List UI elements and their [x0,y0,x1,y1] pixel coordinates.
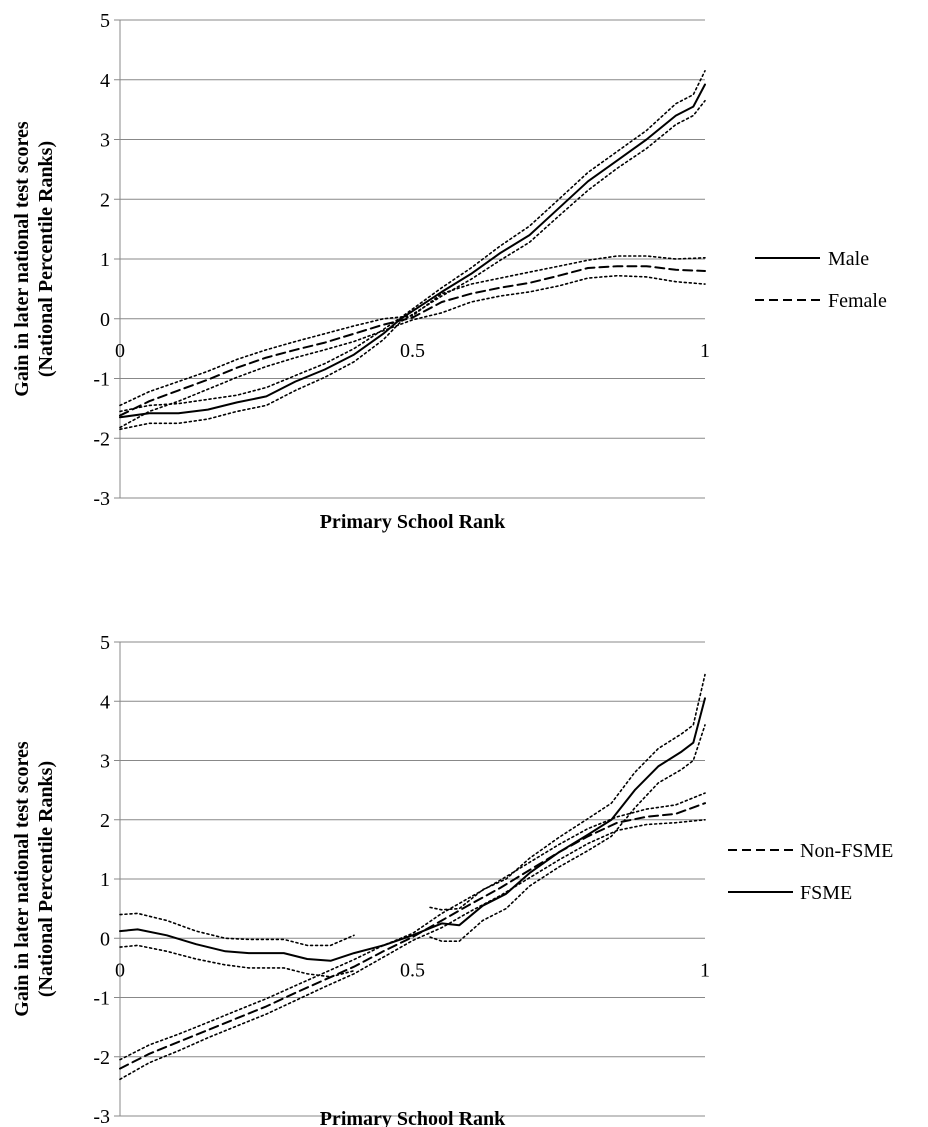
confidence-band-line [429,724,706,943]
y-tick-label: -1 [93,988,110,1010]
series-line-male [119,83,706,419]
legend-label-male: Male [828,248,869,270]
confidence-band-line [119,70,706,413]
chart-panel-gender: 5 4 3 2 1 0 -1 -2 -3 0 0.5 1 Primary School Rank Gain… [0,0,928,533]
chart-panel-fsme: 5 4 3 2 1 0 -1 -2 -3 0 0.5 1 Primary School Rank Gain… [0,630,928,1127]
x-tick-label: 0 [115,959,125,981]
confidence-band-line [119,274,706,429]
y-tick-label: -3 [93,1106,110,1127]
confidence-band-line [119,99,706,431]
series-line-female [119,265,706,417]
y-axis-title-line: (National Percentile Ranks) [35,141,57,377]
y-tick-label: 1 [100,869,110,891]
y-tick-label: 2 [100,810,110,832]
y-axis-title-line: Gain in later national test scores [11,121,33,397]
y-tick-label: 4 [100,691,110,713]
legend: Non-FSME FSME [728,840,893,904]
x-tick-label: 0 [115,340,125,362]
x-tick-label: 0.5 [400,959,425,981]
x-tick-label: 1 [700,340,710,362]
y-tick-label: 3 [100,751,110,773]
x-axis-title: Primary School Rank [320,511,506,533]
legend-label-fsme: FSME [800,882,852,904]
y-tick-label: 0 [100,309,110,331]
y-tick-label: -2 [93,1047,110,1069]
y-tick-label: 5 [100,632,110,654]
y-tick-label: -2 [93,428,110,450]
y-tick-label: 5 [100,10,110,32]
confidence-band-line [119,944,355,978]
x-tick-label: 0.5 [400,340,425,362]
legend-label-female: Female [828,290,887,312]
y-tick-label: 1 [100,249,110,271]
y-axis-title-line: Gain in later national test scores [11,741,33,1017]
confidence-band-line [119,255,706,407]
x-tick-label: 1 [700,959,710,981]
y-tick-label: 0 [100,928,110,950]
legend: Male Female [755,248,887,312]
confidence-band-line [119,792,706,1061]
confidence-band-line [429,673,706,911]
confidence-band-line [119,912,355,947]
y-axis-title: Gain in later national test scores (Natio… [11,741,57,1017]
y-tick-label: 4 [100,70,110,92]
legend-label-non-fsme: Non-FSME [800,840,893,862]
y-tick-label: 3 [100,130,110,152]
y-tick-label: -1 [93,369,110,391]
y-tick-label: -3 [93,488,110,510]
series-line-fsme [119,697,706,962]
y-axis-title: Gain in later national test scores (Natio… [11,121,57,397]
confidence-band-line [119,819,706,1081]
y-tick-label: 2 [100,189,110,211]
series-line-non-fsme [119,802,706,1070]
x-axis-title: Primary School Rank [320,1108,506,1127]
y-axis-title-line: (National Percentile Ranks) [35,761,57,997]
